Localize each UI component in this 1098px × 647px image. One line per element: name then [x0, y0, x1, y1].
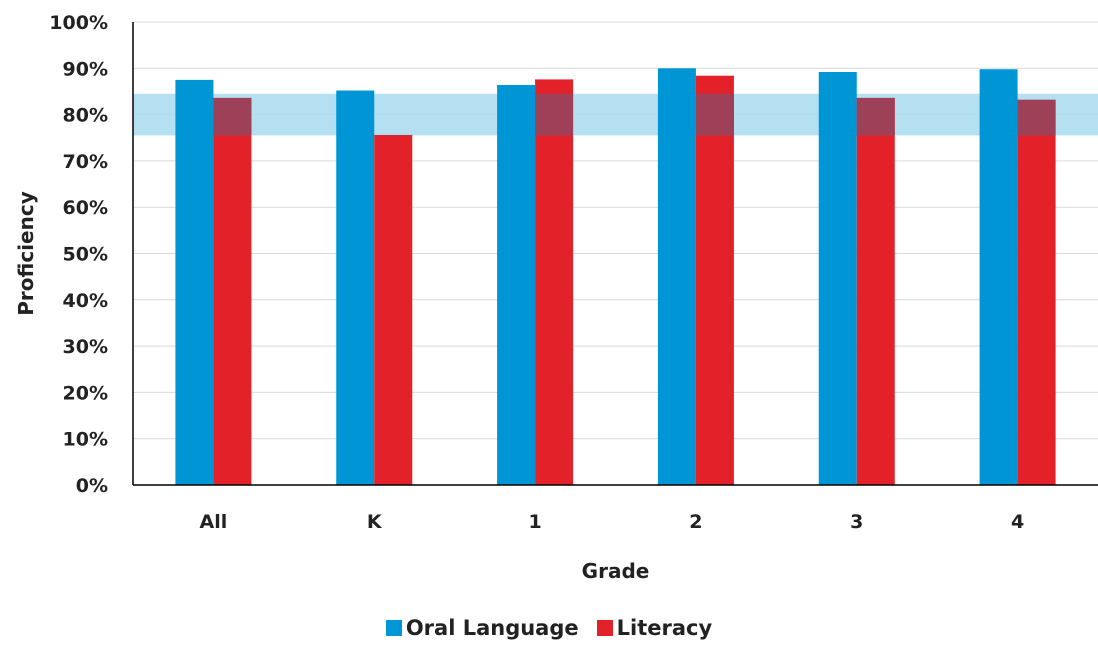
x-tick-labels: All K 1 2 3 4 — [200, 511, 1025, 533]
bar-oral-language — [657, 68, 696, 486]
bar-oral-language — [336, 90, 375, 486]
bar-oral-language — [497, 84, 536, 485]
target-band-layer — [133, 93, 1098, 136]
bar-literacy — [1017, 99, 1056, 485]
target-band — [133, 93, 1098, 136]
legend-label-oral-language: Oral Language — [405, 616, 579, 640]
legend-swatch-oral-language — [385, 620, 402, 636]
bar-literacy — [374, 134, 413, 486]
legend-item-literacy: Literacy — [596, 616, 713, 640]
bar-band-overlap — [535, 93, 574, 136]
legend-label-literacy: Literacy — [616, 616, 713, 640]
y-tick-label: 60% — [63, 197, 108, 219]
y-tick-label: 0% — [76, 475, 108, 497]
axes — [132, 22, 1098, 486]
x-axis-title: Grade — [582, 559, 650, 583]
bar-band-overlap — [856, 97, 895, 136]
y-tick-label: 50% — [63, 244, 108, 266]
y-tick-label: 30% — [63, 336, 108, 358]
bar-literacy — [213, 97, 252, 485]
y-tick-label: 70% — [63, 151, 108, 173]
x-tick-label: 2 — [689, 511, 702, 533]
x-tick-label: 1 — [528, 511, 541, 533]
bar-band-overlap — [213, 97, 252, 136]
bar-band-overlap — [695, 93, 734, 136]
y-tick-label: 80% — [63, 105, 108, 127]
bar-literacy — [535, 79, 574, 486]
bar-literacy — [856, 97, 895, 485]
y-tick-labels: 0% 10% 20% 30% 40% 50% 60% 70% 80% 90% 100% — [49, 12, 108, 497]
y-tick-label: 20% — [63, 382, 108, 404]
legend: Oral Language Literacy — [0, 616, 1098, 640]
x-tick-label: 4 — [1011, 511, 1024, 533]
bar-oral-language — [979, 69, 1018, 485]
legend-item-oral-language: Oral Language — [385, 616, 579, 640]
band-overlap-layer — [213, 93, 1056, 136]
x-tick-label: 3 — [850, 511, 863, 533]
y-axis-title: Proficiency — [14, 191, 38, 316]
y-tick-label: 10% — [63, 429, 108, 451]
y-tick-label: 90% — [63, 58, 108, 80]
y-tick-label: 100% — [49, 12, 108, 34]
bar-literacy — [695, 75, 734, 485]
bar-oral-language — [175, 79, 214, 485]
legend-swatch-literacy — [596, 620, 613, 636]
bars — [175, 68, 1056, 486]
y-tick-label: 40% — [63, 290, 108, 312]
x-tick-label: K — [367, 511, 383, 533]
x-tick-label: All — [200, 511, 228, 533]
bar-band-overlap — [1017, 99, 1056, 136]
bar-oral-language — [818, 72, 857, 485]
gridlines — [133, 21, 1098, 440]
